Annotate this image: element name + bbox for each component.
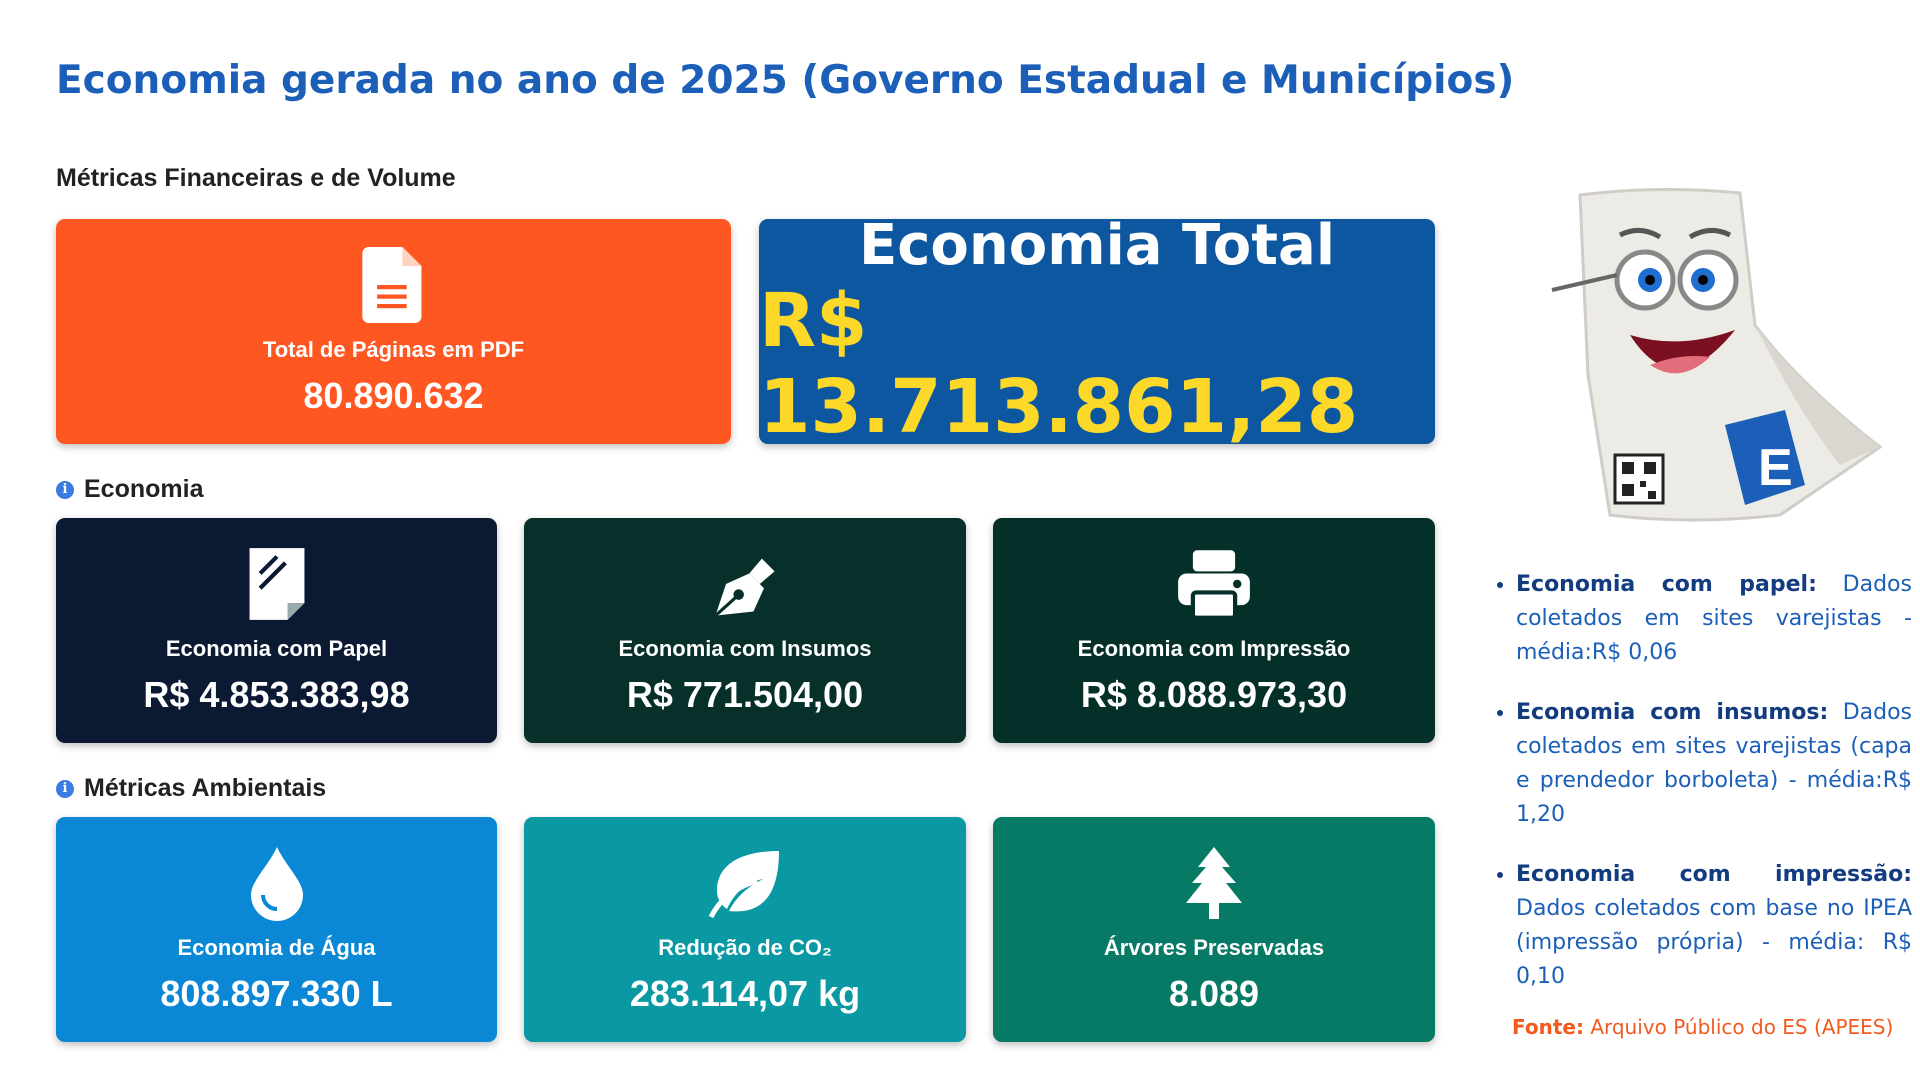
note-text: Dados coletados com base no IPEA (impres…: [1516, 896, 1912, 989]
metric-label: Economia com Insumos: [618, 635, 872, 661]
paper-icon: [249, 547, 304, 620]
metric-label: Redução de CO₂: [658, 934, 832, 960]
total-value: R$ 13.713.861,28: [759, 278, 1359, 450]
metric-value: 808.897.330 L: [160, 972, 393, 1014]
note-item: Economia com papel: Dados coletados em s…: [1516, 568, 1912, 670]
metric-card: Economia com Impressão R$ 8.088.973,30: [993, 518, 1435, 743]
pen-icon: [714, 558, 775, 617]
metric-label: Economia com Papel: [165, 635, 388, 661]
metric-label: Economia de Água: [177, 934, 376, 960]
metric-card: Total de Páginas em PDF 80.890.632: [56, 219, 731, 444]
metric-card: Árvores Preservadas 8.089: [993, 817, 1435, 1042]
metric-card: Economia com Papel R$ 4.853.383,98: [56, 518, 497, 743]
note-item: Economia com insumos: Dados coletados em…: [1516, 696, 1912, 832]
metric-card: Redução de CO₂ 283.114,07 kg: [524, 817, 966, 1042]
metric-label: Economia com Impressão: [1077, 635, 1351, 661]
note-text: Dados coletados em sites varejistas - mé…: [1516, 572, 1912, 665]
heading-text: Economia: [84, 475, 204, 503]
section-heading: i Métricas Ambientais: [56, 774, 326, 803]
note-term: Economia com impressão:: [1516, 862, 1912, 887]
info-icon: i: [56, 779, 74, 798]
source-text: Arquivo Público do ES (APEES): [1590, 1015, 1894, 1039]
pdf-icon: [361, 246, 421, 323]
note-term: Economia com papel:: [1516, 572, 1817, 597]
heading-text: Métricas Ambientais: [84, 774, 327, 802]
total-label: Economia Total: [858, 213, 1336, 278]
logo-letter: E: [1758, 439, 1793, 497]
metric-value: 8.089: [1168, 972, 1260, 1014]
metric-label: Árvores Preservadas: [1103, 934, 1325, 960]
metric-card: Economia com Insumos R$ 771.504,00: [524, 518, 966, 743]
metric-value: 80.890.632: [303, 374, 484, 416]
tree-icon: [1186, 846, 1242, 919]
note-term: Economia com insumos:: [1516, 700, 1829, 725]
section-heading: Métricas Financeiras e de Volume: [56, 164, 456, 192]
water-icon: [250, 846, 303, 921]
metric-card: Economia de Água 808.897.330 L: [56, 817, 497, 1042]
leaf-icon: [708, 850, 779, 918]
metric-value: R$ 771.504,00: [626, 673, 864, 715]
notes-list: Economia com papel: Dados coletados em s…: [1486, 568, 1912, 1020]
metric-value: R$ 4.853.383,98: [143, 673, 410, 715]
note-text: Dados coletados em sites varejistas (cap…: [1516, 700, 1912, 827]
total-card: Economia Total R$ 13.713.861,28: [759, 213, 1435, 450]
printer-icon: [1178, 549, 1250, 620]
source: Fonte: Arquivo Público do ES (APEES): [1512, 1015, 1893, 1039]
note-item: Economia com impressão: Dados coletados …: [1516, 858, 1912, 994]
info-icon: i: [56, 480, 74, 499]
source-label: Fonte:: [1512, 1015, 1584, 1039]
metric-value: R$ 8.088.973,30: [1080, 673, 1348, 715]
section-heading: i Economia: [56, 475, 203, 504]
metric-value: 283.114,07 kg: [629, 972, 861, 1014]
page-title: Economia gerada no ano de 2025 (Governo …: [56, 58, 1515, 103]
metric-label: Total de Páginas em PDF: [262, 336, 525, 362]
mascot: E: [1551, 187, 1883, 522]
